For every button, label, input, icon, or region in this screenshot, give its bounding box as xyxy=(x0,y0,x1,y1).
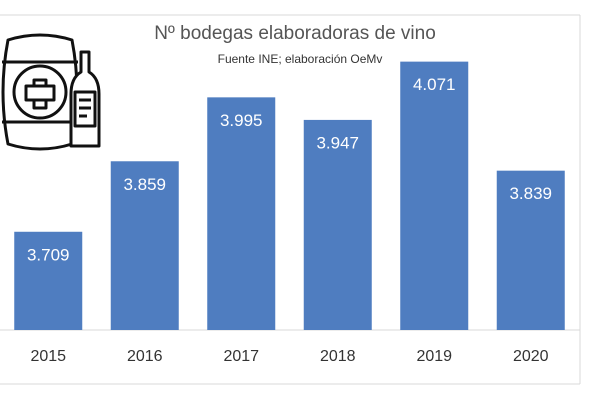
value-label: 3.995 xyxy=(220,111,263,130)
x-tick-label: 2017 xyxy=(223,348,259,365)
x-tick-label: 2019 xyxy=(416,348,452,365)
value-label: 3.839 xyxy=(509,184,552,203)
x-tick-label: 2018 xyxy=(320,348,356,365)
chart-title: Nº bodegas elaboradoras de vino xyxy=(154,23,436,44)
bar xyxy=(400,61,469,330)
chart-subtitle: Fuente INE; elaboración OeMv xyxy=(218,52,383,66)
x-tick-label: 2016 xyxy=(127,348,163,365)
x-tick-label: 2020 xyxy=(513,348,549,365)
bar xyxy=(110,161,179,330)
value-label: 3.859 xyxy=(123,175,166,194)
bar xyxy=(496,170,565,330)
x-tick-label: 2015 xyxy=(30,348,66,365)
value-label: 4.071 xyxy=(413,75,456,94)
bar xyxy=(207,97,276,330)
bar xyxy=(303,119,372,330)
value-label: 3.709 xyxy=(27,245,70,264)
bar xyxy=(14,231,83,330)
value-label: 3.947 xyxy=(316,133,359,152)
wine-icon xyxy=(1,33,101,151)
